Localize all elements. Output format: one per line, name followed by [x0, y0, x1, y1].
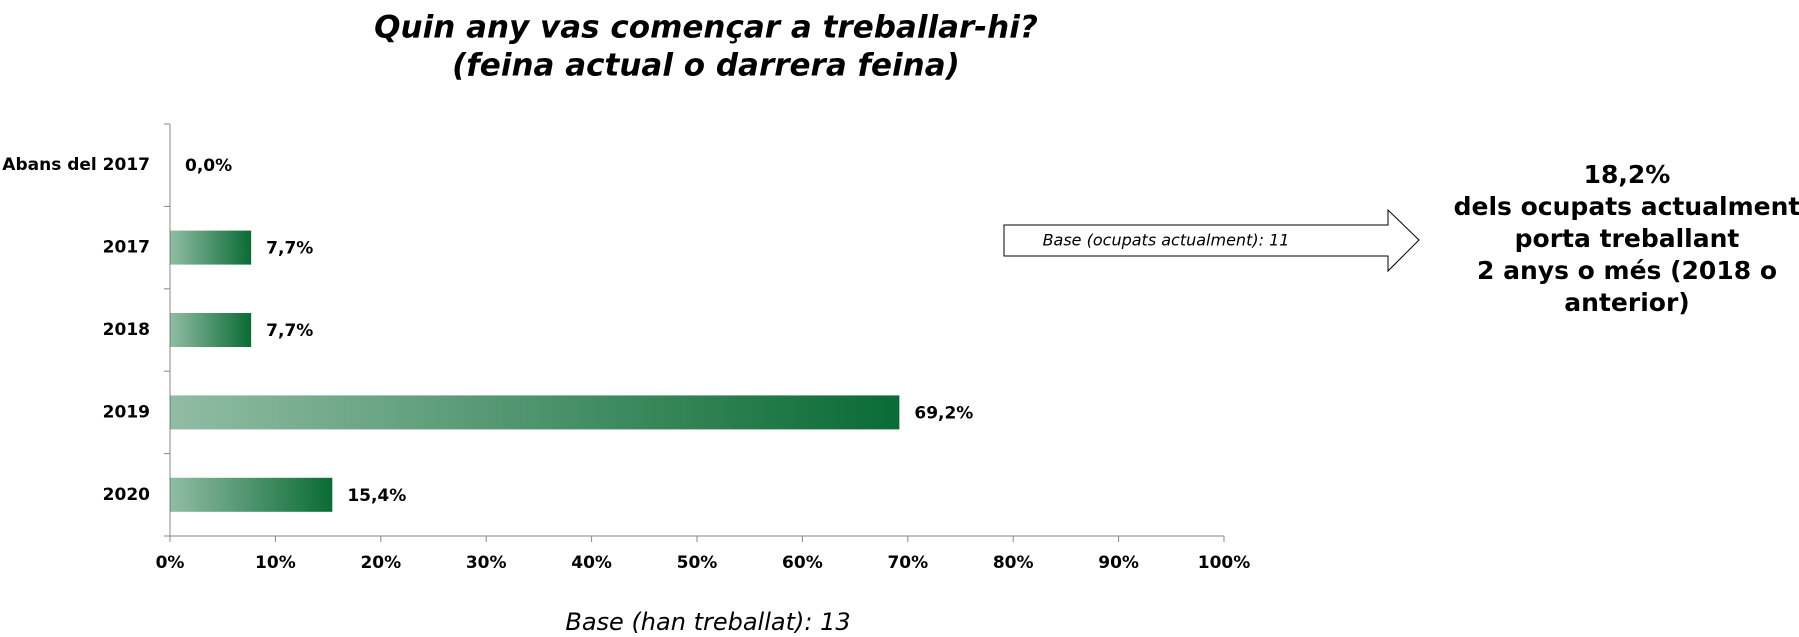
x-tick-label: 50% — [677, 553, 718, 573]
x-axis-label: Base (han treballat): 13 — [565, 608, 850, 636]
x-tick-label: 0% — [156, 553, 185, 573]
chart-title: Quin any vas començar a treballar-hi? — [374, 10, 1038, 46]
side-note: 18,2% — [1584, 160, 1671, 189]
x-tick-label: 60% — [782, 553, 823, 573]
data-label: 15,4% — [347, 486, 406, 506]
chart-title: (feina actual o darrera feina) — [452, 48, 960, 84]
bar — [170, 395, 900, 430]
data-label: 7,7% — [266, 321, 313, 341]
x-tick-label: 100% — [1198, 553, 1251, 573]
arrow — [1003, 208, 1420, 273]
y-tick-label: 2017 — [103, 238, 150, 258]
y-tick-label: 2018 — [103, 320, 150, 340]
x-tick-label: 80% — [993, 553, 1034, 573]
x-tick-label: 20% — [360, 553, 401, 573]
y-tick-label: Abans del 2017 — [2, 155, 150, 175]
x-tick-label: 40% — [571, 553, 612, 573]
bar — [170, 230, 252, 265]
side-note: anterior) — [1564, 288, 1689, 317]
y-tick-label: 2020 — [103, 485, 150, 505]
bar — [170, 313, 252, 347]
side-note: porta treballant — [1515, 224, 1740, 253]
data-label: 7,7% — [266, 239, 313, 259]
arrow-note: Base (ocupats actualment): 11 — [1043, 231, 1290, 250]
x-tick-label: 70% — [887, 553, 928, 573]
data-label: 0,0% — [185, 156, 232, 176]
bar — [170, 477, 333, 512]
y-tick-label: 2019 — [103, 402, 150, 422]
x-tick-label: 10% — [255, 553, 296, 573]
side-note: 2 anys o més (2018 o — [1477, 256, 1777, 285]
x-tick-label: 90% — [1098, 553, 1139, 573]
data-label: 69,2% — [914, 403, 973, 423]
x-tick-label: 30% — [466, 553, 507, 573]
side-note: dels ocupats actualment — [1454, 192, 1799, 221]
